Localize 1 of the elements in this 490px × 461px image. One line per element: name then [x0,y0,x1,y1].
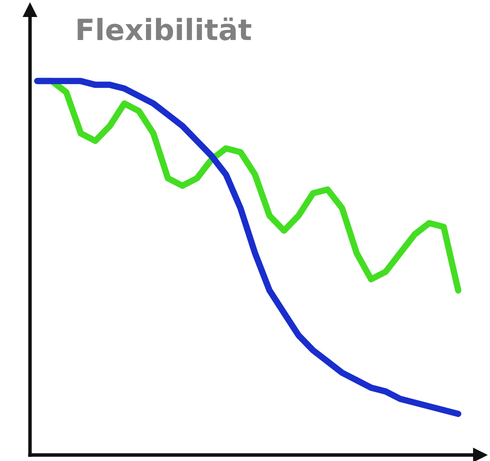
chart-title: Flexibilität [78,17,252,40]
